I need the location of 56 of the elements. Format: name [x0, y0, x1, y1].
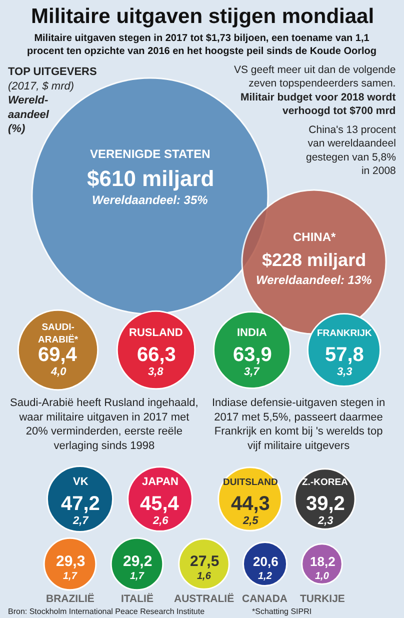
category-label: TURKIJE: [300, 593, 345, 605]
data-label: 27,5: [190, 553, 220, 570]
text: Wereld-aandeel (%): [8, 94, 50, 136]
category-label: AUSTRALIË: [174, 593, 234, 605]
category-label: CANADA: [242, 593, 288, 605]
data-label: 1,7: [63, 571, 78, 582]
category-label: Z.-KOREA: [302, 477, 348, 488]
category-label: SAUDI-ARABIË*: [38, 322, 78, 346]
category-label: VK: [73, 476, 88, 488]
data-label: 3,8: [148, 366, 164, 378]
category-label: CHINA*: [293, 230, 336, 244]
data-label: 1,2: [258, 571, 272, 582]
text: China's 13 procent van wereldaandeel gestegen van 5,8% in 2008: [306, 124, 396, 177]
data-label: 18,2: [310, 554, 336, 569]
text: Saudi-Arabië heeft Rusland ingehaald, waar militaire uitgaven in 2017 met 20% verminderden, eerste reële verlaging sinds 1998: [10, 397, 198, 452]
category-label: JAPAN: [142, 476, 179, 488]
data-label: 1,7: [130, 571, 144, 582]
category-label: FRANKRIJK: [317, 328, 372, 339]
text: Bron: Stockholm International Peace Research Institute: [8, 607, 206, 616]
category-label: INDIA: [237, 327, 267, 339]
data-label: 66,3: [137, 344, 176, 366]
text: Militaire uitgaven stijgen mondiaal: [31, 5, 374, 28]
category-label: RUSLAND: [129, 327, 183, 339]
text: *Schatting SIPRI: [252, 607, 312, 616]
data-label: 4,0: [50, 366, 68, 378]
data-label: $610 miljard: [87, 166, 214, 191]
text: VS geeft meer uit dan de volgende zeven topspendeerders samen. Militair budget voor 2018 wordt verhoogd tot $700 mrd: [234, 64, 396, 117]
data-label: 1,6: [197, 571, 212, 582]
category-label: DUITSLAND: [223, 477, 278, 488]
data-label: 39,2: [306, 493, 345, 515]
data-label: 63,9: [233, 344, 272, 366]
data-label: 57,8: [325, 344, 364, 366]
data-label: 69,4: [38, 344, 78, 366]
data-label: 20,6: [253, 554, 278, 569]
data-label: 2,3: [317, 515, 334, 527]
legend-title: TOP UITGEVERS: [8, 66, 97, 78]
data-label: 1,0: [315, 571, 330, 582]
data-label: $228 miljard: [262, 250, 366, 270]
series-label: (2017, $ mrd): [8, 80, 74, 92]
category-label: VERENIGDE STATEN: [90, 147, 210, 161]
data-label: 2,5: [242, 515, 260, 527]
data-label: 3,7: [244, 366, 260, 378]
category-label: BRAZILIË: [46, 593, 94, 605]
data-label: 44,3: [231, 493, 270, 515]
data-label: Wereldaandeel: 13%: [256, 273, 372, 287]
text: Indiase defensie-uitgaven stegen in 2017 met 5,5%, passeert daarmee Frankrijk en komt bij 's werelds top vijf militaire uitgevers: [212, 397, 386, 452]
data-label: 29,2: [123, 553, 152, 570]
data-label: 29,3: [56, 553, 86, 570]
data-label: 3,3: [337, 366, 352, 378]
data-label: 47,2: [61, 493, 100, 515]
data-label: 2,6: [152, 515, 170, 527]
data-label: 2,7: [72, 515, 90, 527]
text: Militaire uitgaven stegen in 2017 tot $1,73 biljoen, een toename van 1,1 procent ten opzichte van 2016 en het hoogste peil sinds de Koude Oorlog: [27, 33, 376, 57]
data-label: 45,4: [140, 493, 180, 515]
data-label: Wereldaandeel: 35%: [92, 193, 208, 207]
category-label: ITALIË: [121, 593, 154, 605]
